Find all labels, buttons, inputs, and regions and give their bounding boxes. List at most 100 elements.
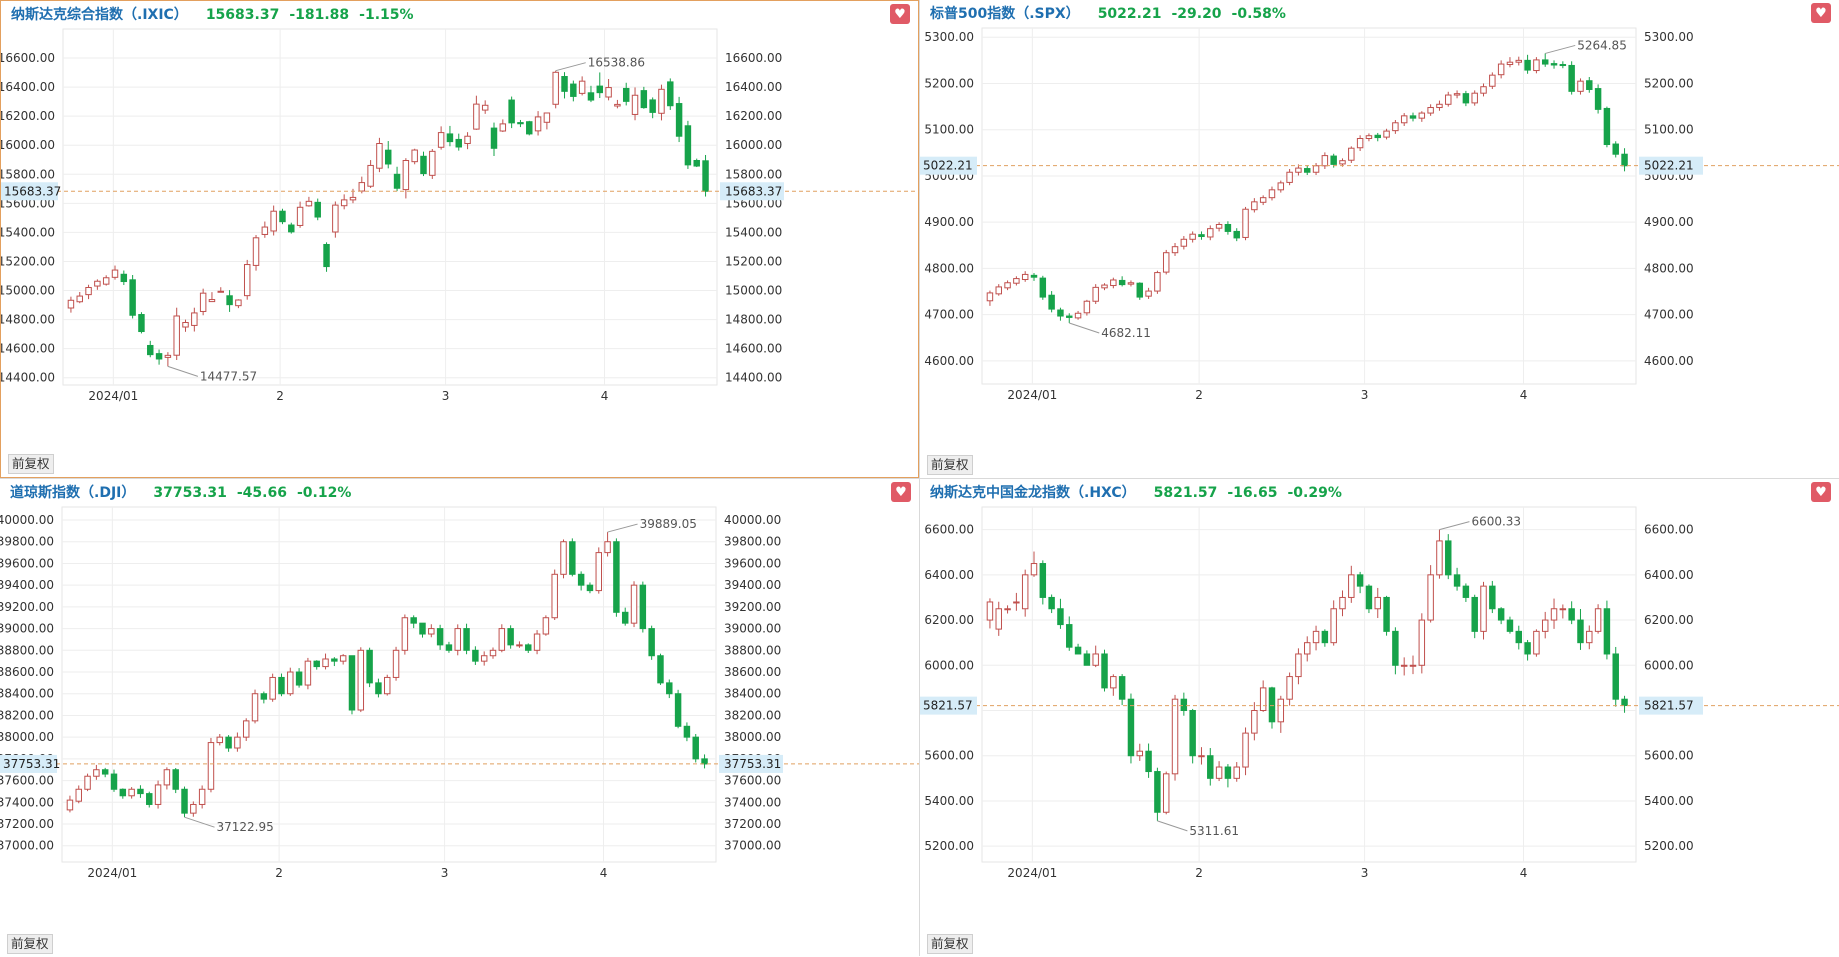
candle[interactable] xyxy=(1101,649,1108,692)
candle[interactable] xyxy=(1339,590,1346,617)
candle[interactable] xyxy=(1013,592,1020,611)
candle[interactable] xyxy=(595,547,603,594)
candle[interactable] xyxy=(1418,613,1426,674)
candle[interactable] xyxy=(260,691,268,704)
candle[interactable] xyxy=(1559,604,1567,619)
candle[interactable] xyxy=(1427,565,1434,623)
candle[interactable] xyxy=(1171,694,1179,781)
candle[interactable] xyxy=(1092,645,1099,668)
candle[interactable] xyxy=(216,734,224,746)
candle[interactable] xyxy=(419,622,426,638)
candle[interactable] xyxy=(392,646,400,681)
candle[interactable] xyxy=(138,312,145,334)
candle[interactable] xyxy=(1101,283,1108,291)
candle[interactable] xyxy=(226,290,233,312)
candle[interactable] xyxy=(508,96,515,129)
candle[interactable] xyxy=(552,70,559,109)
candle[interactable] xyxy=(1092,284,1099,305)
candle[interactable] xyxy=(1480,83,1487,97)
candle[interactable] xyxy=(411,148,418,165)
candle[interactable] xyxy=(1021,271,1029,282)
candle[interactable] xyxy=(296,201,304,228)
candle[interactable] xyxy=(428,624,435,638)
candle[interactable] xyxy=(525,643,532,654)
adjust-button[interactable]: 前复权 xyxy=(927,455,973,475)
candle[interactable] xyxy=(1356,135,1364,151)
candle[interactable] xyxy=(1568,61,1575,95)
candle[interactable] xyxy=(295,668,303,688)
candle[interactable] xyxy=(1612,141,1619,158)
candle[interactable] xyxy=(684,120,692,169)
candle[interactable] xyxy=(1242,727,1249,776)
candle[interactable] xyxy=(1259,195,1267,206)
candle[interactable] xyxy=(1004,605,1011,614)
candle[interactable] xyxy=(622,82,630,106)
candle[interactable] xyxy=(1409,655,1417,675)
candle[interactable] xyxy=(1162,249,1170,275)
candle[interactable] xyxy=(648,625,655,660)
candle[interactable] xyxy=(639,581,647,633)
candle[interactable] xyxy=(675,96,683,143)
candle[interactable] xyxy=(1436,100,1443,111)
candle[interactable] xyxy=(147,340,154,358)
candle[interactable] xyxy=(1083,299,1091,316)
candle[interactable] xyxy=(261,221,269,238)
heart-icon[interactable]: ♥ xyxy=(891,482,911,502)
candle[interactable] xyxy=(279,208,286,225)
candle[interactable] xyxy=(1136,282,1144,300)
candle[interactable] xyxy=(1559,61,1567,69)
candle[interactable] xyxy=(543,112,551,130)
candle[interactable] xyxy=(225,735,232,752)
candle[interactable] xyxy=(1453,90,1461,99)
candle[interactable] xyxy=(314,198,321,221)
adjust-button[interactable]: 前复权 xyxy=(7,934,53,954)
candle[interactable] xyxy=(1198,231,1205,240)
candle[interactable] xyxy=(1048,594,1055,614)
candle[interactable] xyxy=(1118,674,1126,706)
heart-icon[interactable]: ♥ xyxy=(1811,482,1831,502)
candle[interactable] xyxy=(1127,280,1135,287)
candle[interactable] xyxy=(1215,761,1223,782)
candle[interactable] xyxy=(604,532,611,557)
chart-panel-spx[interactable]: 5300.00 5300.00 5200.00 5200.00 5100.00 5100.… xyxy=(920,0,1839,478)
candle[interactable] xyxy=(366,647,373,688)
candle[interactable] xyxy=(217,287,225,293)
candle[interactable] xyxy=(1004,280,1011,291)
candle[interactable] xyxy=(1030,551,1038,577)
candle[interactable] xyxy=(613,538,620,617)
candle[interactable] xyxy=(1462,90,1470,107)
candle[interactable] xyxy=(208,292,216,303)
candle[interactable] xyxy=(1409,112,1417,122)
candle[interactable] xyxy=(128,787,135,799)
candle[interactable] xyxy=(1365,584,1373,614)
candle[interactable] xyxy=(1612,646,1619,707)
candle[interactable] xyxy=(658,84,665,121)
candle[interactable] xyxy=(1074,310,1082,320)
candle[interactable] xyxy=(1436,529,1443,579)
candle[interactable] xyxy=(1304,165,1311,176)
candle[interactable] xyxy=(146,791,153,808)
candle[interactable] xyxy=(1286,169,1293,186)
candle[interactable] xyxy=(1471,90,1478,106)
candle[interactable] xyxy=(1039,275,1047,300)
candle[interactable] xyxy=(1506,616,1514,634)
candle[interactable] xyxy=(1180,692,1188,716)
candle[interactable] xyxy=(1277,695,1285,733)
candle[interactable] xyxy=(1383,595,1390,636)
candle[interactable] xyxy=(1295,164,1302,176)
candle[interactable] xyxy=(1568,601,1575,625)
candle[interactable] xyxy=(1127,693,1135,764)
candle[interactable] xyxy=(1251,198,1258,213)
candle[interactable] xyxy=(119,788,127,799)
candle[interactable] xyxy=(1312,625,1320,651)
candle[interactable] xyxy=(1577,608,1584,650)
candle[interactable] xyxy=(393,166,401,192)
candle[interactable] xyxy=(1224,764,1232,788)
candle[interactable] xyxy=(410,615,417,629)
candle[interactable] xyxy=(437,126,445,150)
candle[interactable] xyxy=(649,97,656,119)
candle[interactable] xyxy=(464,132,471,150)
candle[interactable] xyxy=(667,78,674,110)
candle[interactable] xyxy=(243,259,251,300)
candle[interactable] xyxy=(94,279,101,290)
